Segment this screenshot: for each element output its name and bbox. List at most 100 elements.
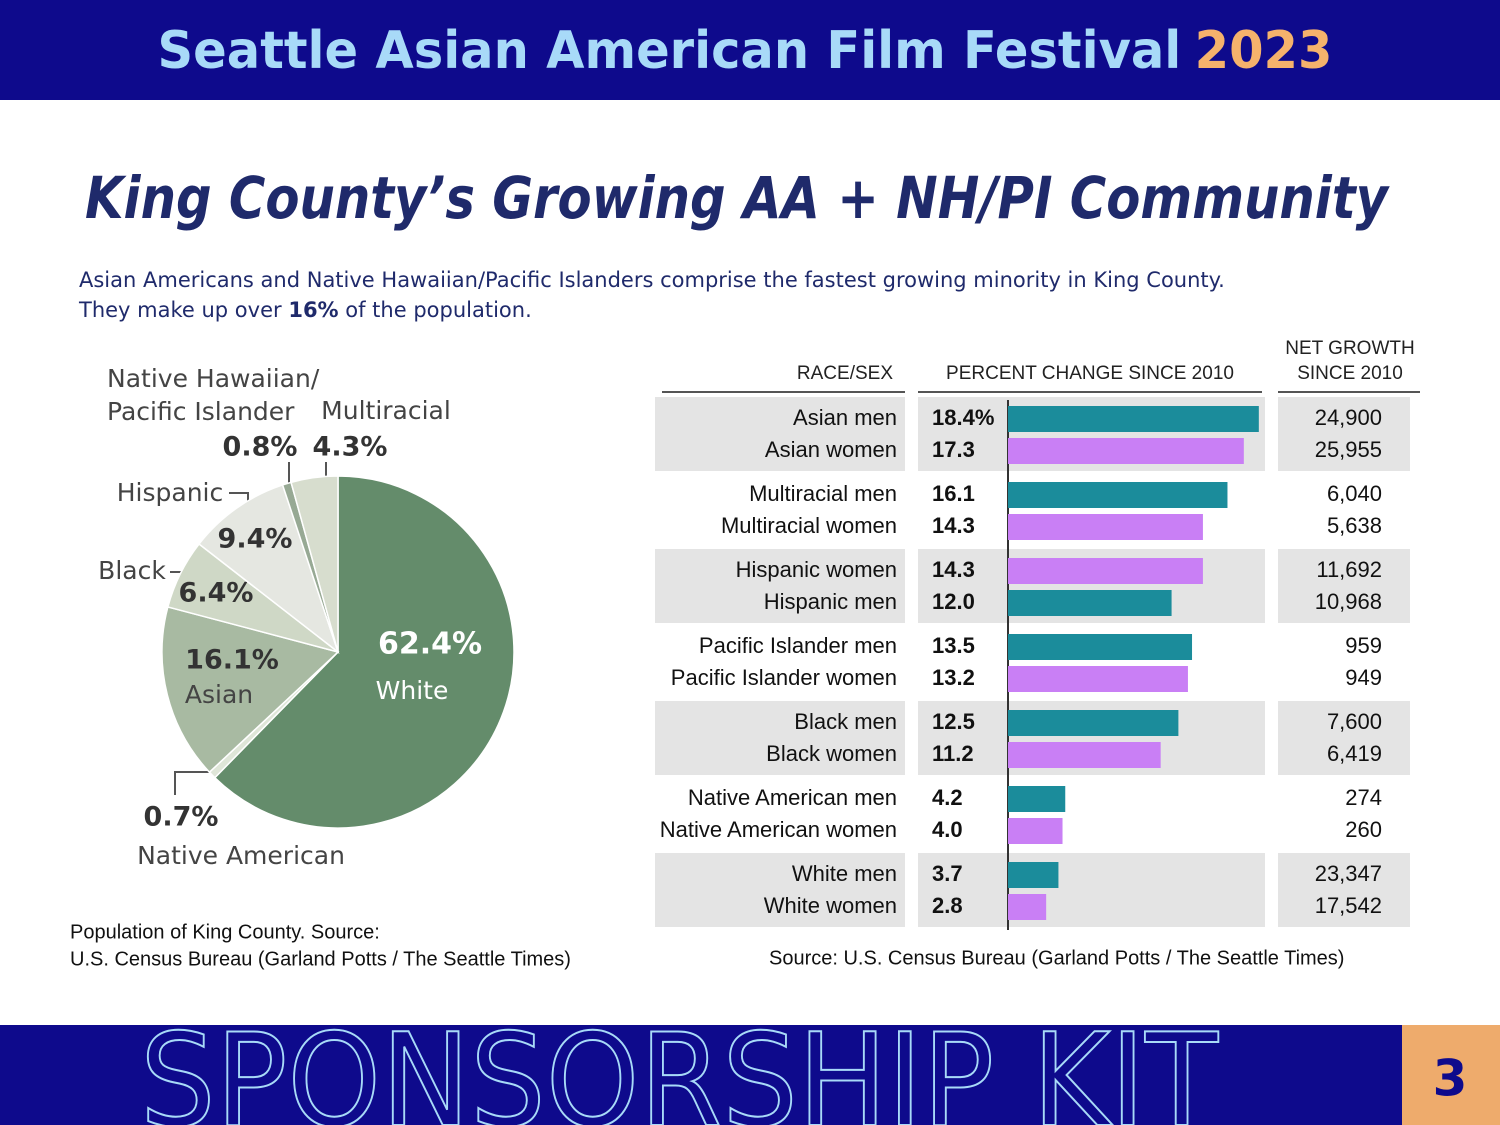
row-label: Black men — [794, 709, 897, 734]
slice-value: 16.1% — [185, 645, 279, 676]
footer-band — [0, 1025, 1402, 1125]
row-net: 23,347 — [1315, 861, 1382, 886]
slice-label: Asian — [185, 680, 253, 709]
intro-line: They make up over 16% of the population. — [79, 298, 532, 322]
row-label: Native American men — [688, 785, 897, 810]
bar — [1008, 482, 1228, 508]
row-band — [1278, 853, 1410, 927]
intro-line: Asian Americans and Native Hawaiian/Paci… — [79, 268, 1225, 292]
slice-value: 0.7% — [144, 802, 219, 833]
row-label: Multiracial men — [749, 481, 897, 506]
row-label: Pacific Islander women — [671, 665, 897, 690]
bar — [1008, 514, 1203, 540]
slice-value: 62.4% — [378, 627, 482, 662]
festival-year: 2023 — [1195, 21, 1333, 81]
row-value: 17.3 — [932, 437, 975, 462]
slice-label: Native Hawaiian/ Pacific Islander — [107, 364, 320, 426]
pie-slice — [213, 475, 515, 829]
bar — [1008, 558, 1203, 584]
heading: King County’s Growing AA + NH/PI Communi… — [85, 164, 1390, 232]
slice-label: Native American — [137, 841, 345, 870]
bar — [1008, 710, 1179, 736]
row-net: 260 — [1345, 817, 1382, 842]
row-value: 2.8 — [932, 893, 963, 918]
bar — [1008, 818, 1063, 844]
row-band — [655, 397, 905, 471]
slice-value: 4.3% — [313, 432, 388, 463]
column-header: PERCENT CHANGE SINCE 2010 — [946, 363, 1234, 384]
row-value: 3.7 — [932, 861, 963, 886]
intro-highlight: 16% — [288, 298, 339, 322]
row-value: 14.3 — [932, 513, 975, 538]
row-net: 5,638 — [1327, 513, 1382, 538]
row-value: 18.4% — [932, 405, 994, 430]
header-band — [0, 0, 1500, 100]
row-net: 7,600 — [1327, 709, 1382, 734]
column-header: RACE/SEX — [797, 363, 893, 384]
bar — [1008, 786, 1066, 812]
row-band — [918, 397, 1007, 471]
pie-slice — [197, 483, 340, 655]
leader — [174, 771, 212, 795]
row-net: 11,692 — [1316, 557, 1382, 582]
slice-label: Hispanic — [117, 478, 224, 507]
row-band — [1278, 701, 1410, 775]
row-value: 13.5 — [932, 633, 975, 658]
bar — [1008, 590, 1172, 616]
row-band — [1278, 549, 1410, 623]
header-title: Seattle Asian American Film Festival2023 — [158, 21, 1333, 81]
page-box — [1402, 1025, 1500, 1125]
row-net: 6,040 — [1327, 481, 1382, 506]
row-band — [655, 549, 905, 623]
intro-text: of the population. — [338, 298, 532, 322]
row-value: 12.0 — [932, 589, 975, 614]
row-value: 14.3 — [932, 557, 975, 582]
row-label: Native American women — [660, 817, 897, 842]
bar — [1008, 862, 1059, 888]
row-value: 16.1 — [932, 481, 975, 506]
slice-value: 6.4% — [179, 578, 254, 609]
row-label: Black women — [766, 741, 897, 766]
pie-slice — [161, 606, 340, 774]
pie-slice — [290, 475, 339, 653]
slice-label: White — [376, 676, 449, 705]
intro-text: They make up over — [79, 298, 289, 322]
row-label: Asian women — [765, 437, 897, 462]
bar — [1008, 634, 1193, 660]
row-net: 959 — [1345, 633, 1382, 658]
bar — [1008, 438, 1244, 464]
row-value: 4.0 — [932, 817, 963, 842]
row-label: Hispanic women — [736, 557, 897, 582]
row-net: 25,955 — [1315, 437, 1382, 462]
row-value: 4.2 — [932, 785, 963, 810]
row-label: Asian men — [793, 405, 897, 430]
row-label: White men — [792, 861, 897, 886]
pie-caption: Population of King County. Source: — [70, 921, 380, 943]
row-value: 12.5 — [932, 709, 975, 734]
row-band — [918, 853, 1007, 927]
growth-source: Source: U.S. Census Bureau (Garland Pott… — [769, 947, 1344, 969]
bar — [1008, 406, 1259, 432]
bar — [1008, 894, 1047, 920]
slice-label: Multiracial — [321, 396, 451, 425]
row-net: 24,900 — [1315, 405, 1382, 430]
bar — [1008, 742, 1161, 768]
row-value: 13.2 — [932, 665, 975, 690]
slice-label: Black — [98, 556, 166, 585]
column-header: NET GROWTH SINCE 2010 — [1285, 338, 1415, 384]
page-number: 3 — [1433, 1050, 1468, 1108]
footer-title: SPONSORSHIP KIT — [140, 1007, 1219, 1125]
row-band — [1278, 397, 1410, 471]
row-net: 17,542 — [1315, 893, 1382, 918]
row-label: Multiracial women — [721, 513, 897, 538]
slice-value: 0.8% — [223, 432, 298, 463]
row-label: White women — [764, 893, 897, 918]
row-net: 949 — [1345, 665, 1382, 690]
row-label: Pacific Islander men — [699, 633, 897, 658]
row-band — [655, 853, 905, 927]
bar — [1008, 666, 1188, 692]
pie-caption: U.S. Census Bureau (Garland Potts / The … — [70, 948, 571, 970]
slice-value: 9.4% — [218, 524, 293, 555]
